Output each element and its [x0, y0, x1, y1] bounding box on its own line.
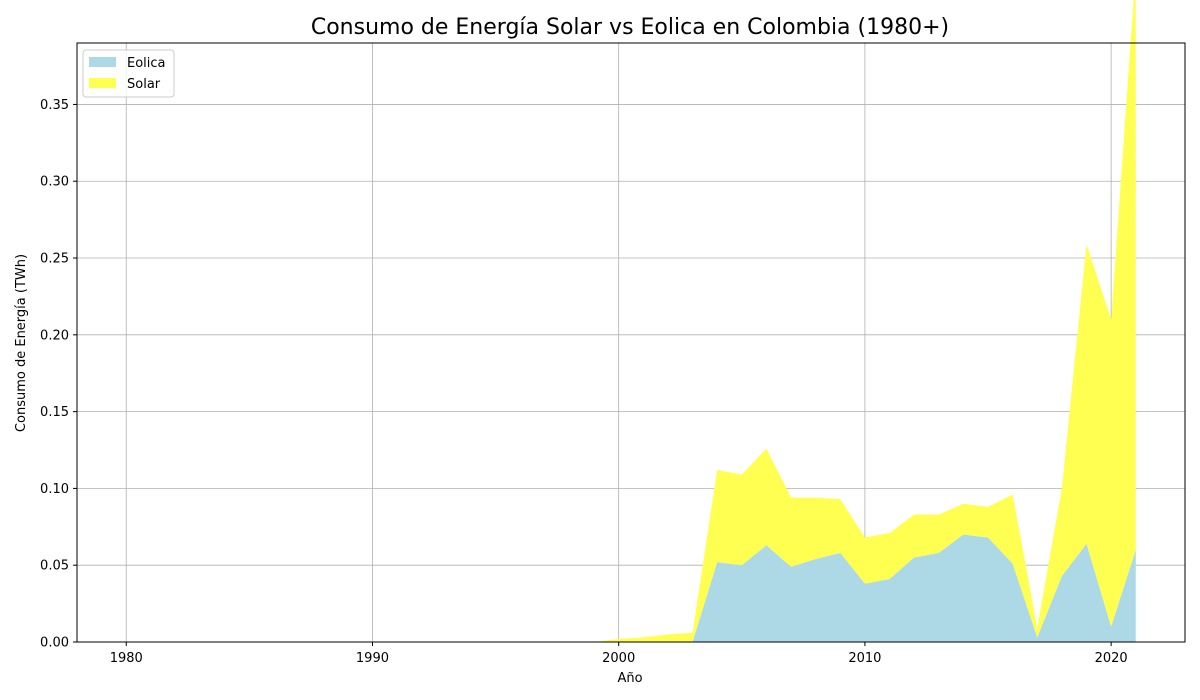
- x-axis-label: Año: [617, 671, 642, 686]
- x-tick-label: 2010: [848, 651, 881, 666]
- x-tick-label: 2000: [602, 651, 635, 666]
- chart-title: Consumo de Energía Solar vs Eolica en Co…: [311, 15, 949, 40]
- y-axis-label: Consumo de Energía (TWh): [14, 254, 29, 432]
- y-tick-label: 0.30: [40, 175, 69, 190]
- x-axis-ticks: 1980 1990 2000 2010 2020: [110, 642, 1128, 666]
- legend-label-eolica: Eolica: [127, 56, 166, 71]
- y-axis-ticks: 0.00 0.05 0.10 0.15 0.20 0.25 0.30 0.35: [40, 98, 77, 651]
- legend-swatch-eolica: [89, 57, 116, 67]
- plot-frame: [76, 42, 1186, 643]
- y-tick-label: 0.10: [40, 482, 69, 497]
- y-tick-label: 0.05: [40, 559, 69, 574]
- legend-swatch-solar: [89, 78, 116, 88]
- legend-label-solar: Solar: [127, 77, 161, 92]
- y-tick-label: 0.00: [40, 636, 69, 651]
- y-tick-label: 0.35: [40, 98, 69, 113]
- y-tick-label: 0.20: [40, 328, 69, 343]
- series-area-eolica: [126, 534, 1136, 642]
- series-areas: [126, 0, 1136, 642]
- y-tick-label: 0.25: [40, 252, 69, 267]
- y-tick-label: 0.15: [40, 405, 69, 420]
- x-tick-label: 2020: [1095, 651, 1128, 666]
- legend: Eolica Solar: [82, 49, 175, 98]
- x-tick-label: 1980: [110, 651, 143, 666]
- x-tick-label: 1990: [356, 651, 389, 666]
